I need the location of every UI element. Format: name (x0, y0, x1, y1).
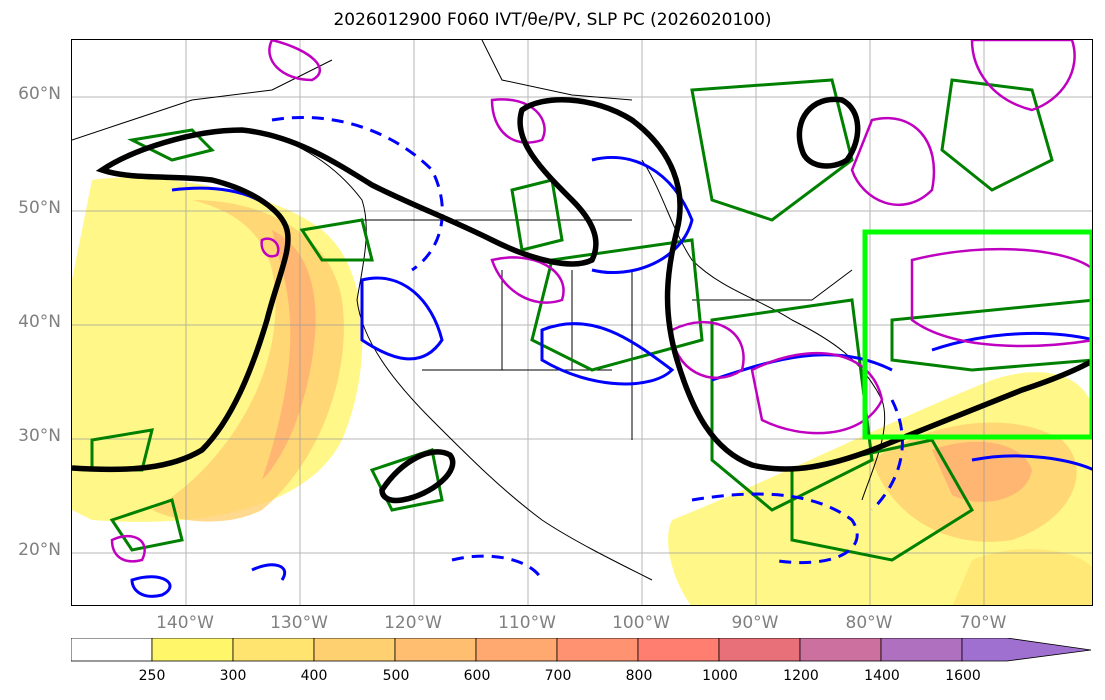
coastlines (72, 40, 886, 581)
lon-label-130w: 130°W (270, 613, 328, 633)
lat-label-30n: 30°N (18, 426, 61, 446)
colorbar-label: 1200 (783, 668, 819, 684)
colorbar-segments (71, 638, 1092, 662)
colorbar-segment (313, 638, 396, 662)
ivt-shading (72, 177, 1092, 605)
colorbar-label: 300 (219, 668, 247, 684)
lat-label-50n: 50°N (18, 198, 61, 218)
lat-label-20n: 20°N (18, 540, 61, 560)
highlight-box (862, 229, 1092, 440)
lon-label-140w: 140°W (156, 613, 214, 633)
theta-dashed-contours (271, 116, 904, 581)
map-title: 2026012900 F060 IVT/θe/PV, SLP PC (20260… (0, 10, 1105, 30)
colorbar-label: 700 (544, 668, 572, 684)
lon-label-110w: 110°W (498, 613, 556, 633)
colorbar-segment (637, 638, 720, 662)
colorbar-label: 800 (625, 668, 653, 684)
colorbar-label: 1400 (864, 668, 900, 684)
colorbar-label: 1600 (945, 668, 981, 684)
colorbar-label: 1000 (702, 668, 738, 684)
lat-label-40n: 40°N (18, 312, 61, 332)
lat-label-60n: 60°N (18, 84, 61, 104)
colorbar-segment (151, 638, 234, 662)
ivt-contours (110, 40, 1092, 563)
lon-label-90w: 90°W (731, 613, 779, 633)
colorbar (71, 638, 1092, 662)
theta-contours (130, 156, 1092, 598)
colorbar-segment (799, 638, 882, 662)
colorbar-segment (718, 638, 801, 662)
colorbar-segment (961, 638, 1092, 662)
colorbar-label: 500 (382, 668, 410, 684)
colorbar-label: 600 (463, 668, 491, 684)
colorbar-segment (475, 638, 558, 662)
lon-label-70w: 70°W (959, 613, 1007, 633)
map-panel (71, 39, 1093, 606)
map-canvas (72, 40, 1092, 605)
lon-label-120w: 120°W (384, 613, 442, 633)
colorbar-segment (232, 638, 315, 662)
colorbar-segment (394, 638, 477, 662)
colorbar-label: 250 (138, 668, 166, 684)
colorbar-label: 400 (300, 668, 328, 684)
slp-contours (72, 96, 1092, 504)
lon-label-80w: 80°W (845, 613, 893, 633)
lon-label-100w: 100°W (612, 613, 670, 633)
title-text: 2026012900 F060 IVT/θe/PV, SLP PC (20260… (333, 10, 772, 30)
colorbar-segment (556, 638, 639, 662)
colorbar-segment (880, 638, 963, 662)
colorbar-segment (71, 638, 153, 662)
